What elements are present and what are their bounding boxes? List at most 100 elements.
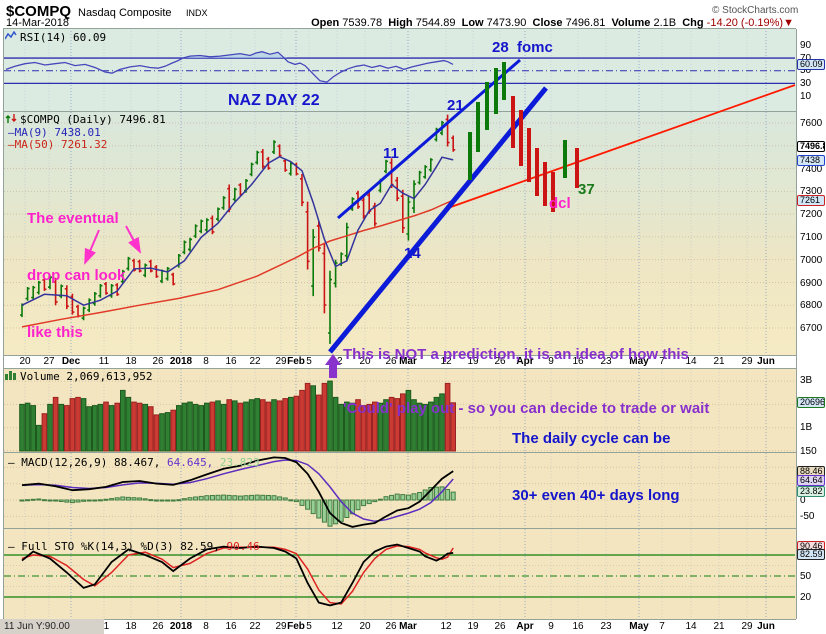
date-label: 26 xyxy=(152,356,164,367)
volume-legend: Volume 2,069,613,952 xyxy=(20,370,153,383)
open-label: Open xyxy=(311,17,340,29)
volume-axis-label: 3B xyxy=(800,375,813,386)
date-label: Jun xyxy=(757,621,775,632)
volume-axis-label: 1B xyxy=(800,422,813,433)
chart-left-border xyxy=(3,29,4,619)
date-label: 11 xyxy=(98,356,110,367)
open-value: 7539.78 xyxy=(342,17,383,29)
date-axis-strip xyxy=(3,355,796,368)
date-label: 16 xyxy=(225,356,237,367)
date-label: Mar xyxy=(399,621,417,632)
sto-d-line xyxy=(21,545,454,605)
date-label: Mar xyxy=(399,356,417,367)
date-label: 26 xyxy=(494,621,506,632)
exchange-label: INDX xyxy=(186,8,208,18)
divider xyxy=(3,111,796,112)
divider xyxy=(3,355,796,356)
date-label: 29 xyxy=(275,356,287,367)
date-label: 5 xyxy=(306,356,312,367)
sto-legend: — Full STO %K(14,3) %D(3) 82.59, 90.46 xyxy=(8,540,260,553)
date-label: 12 xyxy=(331,621,343,632)
chg-down-arrow-icon: ▼ xyxy=(783,17,794,29)
callout-text: 64.64 xyxy=(800,475,823,485)
price-axis-label: 7200 xyxy=(800,209,823,220)
value-callout: 7496.81 xyxy=(797,141,825,152)
blue-channel-upper-trendline[interactable] xyxy=(337,58,521,220)
price-panel[interactable] xyxy=(3,111,796,355)
red-projection-trendline[interactable] xyxy=(447,84,796,209)
high-label: High xyxy=(388,17,413,29)
chart-date: 14-Mar-2018 xyxy=(6,17,69,29)
callout-text: 82.59 xyxy=(800,549,823,559)
callout-text: 7496.81 xyxy=(800,141,824,151)
date-label: 23 xyxy=(600,356,612,367)
date-label: 26 xyxy=(152,621,164,632)
macd-axis-label: 150 xyxy=(800,446,817,457)
date-label: 20 xyxy=(359,621,371,632)
annotation-prediction-line2: 'Could' play out - so you can decide to … xyxy=(343,400,710,417)
date-label: 21 xyxy=(713,356,725,367)
annotation-not-prediction: This is NOT a prediction, it is an idea … xyxy=(343,310,709,454)
date-label: 9 xyxy=(548,356,554,367)
volume-bars xyxy=(19,380,456,452)
annotation-cycle-line2: 30+ even 40+ days long xyxy=(512,487,680,504)
macd-legend-main: MACD(12,26,9) 88.467, xyxy=(21,456,161,469)
sto-legend-d: 90.46 xyxy=(219,540,260,553)
date-label: Feb xyxy=(287,356,305,367)
date-label: Dec xyxy=(61,356,81,367)
annotation-daily-cycle: The daily cycle can be 30+ even 40+ days… xyxy=(512,391,680,543)
date-label: 20 xyxy=(359,356,371,367)
macd-line xyxy=(21,456,454,528)
date-label: 16 xyxy=(225,621,237,632)
date-label: May xyxy=(629,621,649,632)
macd-legend-signal: 64.645, xyxy=(160,456,214,469)
date-label: 12 xyxy=(440,621,452,632)
symbol-title: $COMPQ xyxy=(6,3,72,20)
rsi-axis-label: 50 xyxy=(800,65,812,76)
macd-signal-line xyxy=(21,459,454,523)
annotation-day14: 14 xyxy=(404,245,421,262)
callout-pointer-icon xyxy=(797,488,798,496)
annotation-prediction-line1: This is NOT a prediction, it is an idea … xyxy=(343,346,689,363)
date-label: 26 xyxy=(494,356,506,367)
annotation-day11: 11 xyxy=(383,145,399,162)
low-label: Low xyxy=(461,17,484,29)
volume-bars-icon xyxy=(5,371,16,380)
callout-pointer-icon xyxy=(797,197,798,205)
value-callout: 7261 xyxy=(797,195,825,206)
macd-histogram xyxy=(19,486,456,527)
blue-channel-lower-trendline[interactable] xyxy=(328,86,548,354)
date-label: 9 xyxy=(548,621,554,632)
annotation-eventual-line2: drop can look xyxy=(27,267,126,284)
date-label: 29 xyxy=(741,621,753,632)
close-value: 7496.81 xyxy=(565,17,606,29)
annotation-dcl: dcl xyxy=(549,195,571,212)
annotation-naz-day: NAZ DAY 22 xyxy=(228,92,320,109)
copyright: © StockCharts.com xyxy=(712,5,799,16)
rsi-line xyxy=(5,51,454,83)
date-label: 23 xyxy=(600,621,612,632)
callout-text: 88.46 xyxy=(800,466,823,476)
chg-label: Chg xyxy=(682,17,704,29)
sto-dash-icon: — xyxy=(8,540,15,553)
stochastics-panel[interactable] xyxy=(3,528,796,619)
date-label: 8 xyxy=(203,621,209,632)
macd-dash-icon: — xyxy=(8,456,15,469)
date-label: 22 xyxy=(249,356,261,367)
divider xyxy=(3,368,796,369)
callout-pointer-icon xyxy=(797,551,798,559)
callout-text: 60.09 xyxy=(800,59,823,69)
ma50-line xyxy=(21,199,454,328)
price-axis-label: 7600 xyxy=(800,118,823,129)
date-label: 12 xyxy=(440,356,452,367)
rsi-panel[interactable] xyxy=(3,29,796,111)
date-label: 18 xyxy=(125,356,137,367)
volume-label: Volume xyxy=(611,17,651,29)
price-axis-label: 6700 xyxy=(800,323,823,334)
sto-axis-label: 50 xyxy=(800,571,812,582)
ma50-legend: —MA(50) 7261.32 xyxy=(8,138,107,151)
macd-legend: — MACD(12,26,9) 88.467, 64.645, 23.823 xyxy=(8,456,260,469)
callout-pointer-icon xyxy=(797,477,798,485)
ma9-dash-icon: — xyxy=(8,126,15,139)
